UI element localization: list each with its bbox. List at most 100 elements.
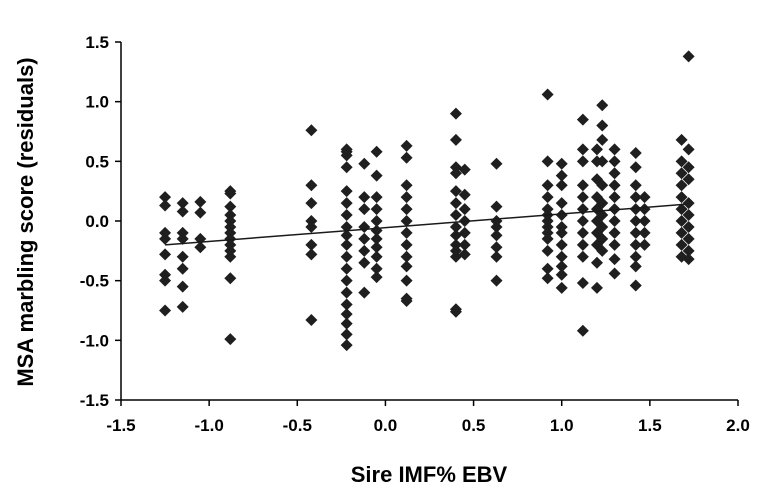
data-point <box>449 107 462 120</box>
data-point <box>596 209 609 222</box>
data-point <box>358 286 371 299</box>
data-point <box>358 244 371 257</box>
data-point <box>682 197 695 210</box>
data-point <box>340 308 353 321</box>
data-point <box>370 271 383 284</box>
data-point <box>555 209 568 222</box>
x-axis-title: Sire IMF% EBV <box>351 462 508 487</box>
data-point <box>555 179 568 192</box>
data-point <box>358 203 371 216</box>
data-point <box>370 241 383 254</box>
data-point <box>340 298 353 311</box>
data-point <box>370 262 383 275</box>
data-point <box>576 113 589 126</box>
y-tick-label: 1.0 <box>85 93 109 112</box>
data-point <box>490 157 503 170</box>
data-point <box>176 197 189 210</box>
data-point <box>608 238 621 251</box>
data-point <box>370 250 383 263</box>
data-point <box>555 157 568 170</box>
data-point <box>555 226 568 239</box>
data-point <box>400 238 413 251</box>
data-point <box>449 133 462 146</box>
data-point <box>541 262 554 275</box>
data-point <box>608 191 621 204</box>
data-point <box>340 209 353 222</box>
data-point <box>541 179 554 192</box>
data-point <box>458 163 471 176</box>
data-point <box>358 232 371 245</box>
data-point <box>629 161 642 174</box>
data-point <box>458 238 471 251</box>
data-point <box>358 157 371 170</box>
data-point <box>682 161 695 174</box>
x-tick-label: -1.5 <box>106 416 135 435</box>
data-point <box>305 179 318 192</box>
data-point <box>400 191 413 204</box>
data-point <box>629 226 642 239</box>
data-point <box>305 197 318 210</box>
data-point <box>449 197 462 210</box>
data-point <box>675 226 688 239</box>
x-tick-labels: -1.5 -1.0 -0.5 0.0 0.5 1.0 1.5 2.0 <box>106 416 749 435</box>
data-point <box>159 274 172 287</box>
data-point <box>176 232 189 245</box>
data-point <box>541 155 554 168</box>
data-point <box>159 304 172 317</box>
data-point <box>176 300 189 313</box>
x-tick-label: -1.0 <box>194 416 223 435</box>
data-point <box>159 199 172 212</box>
data-point <box>608 179 621 192</box>
data-point <box>675 133 688 146</box>
data-point <box>608 155 621 168</box>
x-tick-label: -0.5 <box>283 416 312 435</box>
x-tick-label: 0.5 <box>462 416 486 435</box>
data-point <box>224 272 237 285</box>
data-point <box>458 188 471 201</box>
data-point <box>224 187 237 200</box>
axes <box>115 41 739 406</box>
data-point <box>449 167 462 180</box>
data-point <box>576 191 589 204</box>
data-point <box>224 250 237 263</box>
data-point <box>590 143 603 156</box>
data-point <box>576 179 589 192</box>
y-axis-title: MSA marbling score (residuals) <box>13 57 38 386</box>
data-point <box>675 155 688 168</box>
data-point <box>340 286 353 299</box>
data-point <box>608 267 621 280</box>
data-point <box>176 250 189 263</box>
data-point <box>490 250 503 263</box>
data-point <box>682 50 695 63</box>
data-point <box>194 206 207 219</box>
data-point <box>194 195 207 208</box>
data-point <box>194 241 207 254</box>
data-point <box>176 262 189 275</box>
y-tick-label: 1.5 <box>85 33 109 52</box>
data-point <box>608 143 621 156</box>
data-point <box>576 324 589 337</box>
data-point <box>305 124 318 137</box>
data-point <box>400 215 413 227</box>
data-point <box>596 232 609 245</box>
data-point <box>340 328 353 341</box>
data-point <box>555 169 568 182</box>
data-point <box>340 317 353 330</box>
data-point <box>490 229 503 242</box>
data-point <box>608 226 621 239</box>
y-tick-label: 0.5 <box>85 152 109 171</box>
data-point <box>576 277 589 290</box>
data-point <box>675 179 688 192</box>
data-point <box>340 229 353 242</box>
data-point <box>596 133 609 146</box>
x-tick-label: 2.0 <box>726 416 750 435</box>
data-point <box>224 333 237 346</box>
data-point <box>458 248 471 261</box>
y-tick-labels: 1.5 1.0 0.5 0.0 -0.5 -1.0 -1.5 <box>80 33 109 410</box>
data-point <box>596 220 609 233</box>
data-point <box>458 203 471 216</box>
data-point <box>682 173 695 186</box>
data-point <box>675 191 688 204</box>
data-point <box>458 226 471 239</box>
